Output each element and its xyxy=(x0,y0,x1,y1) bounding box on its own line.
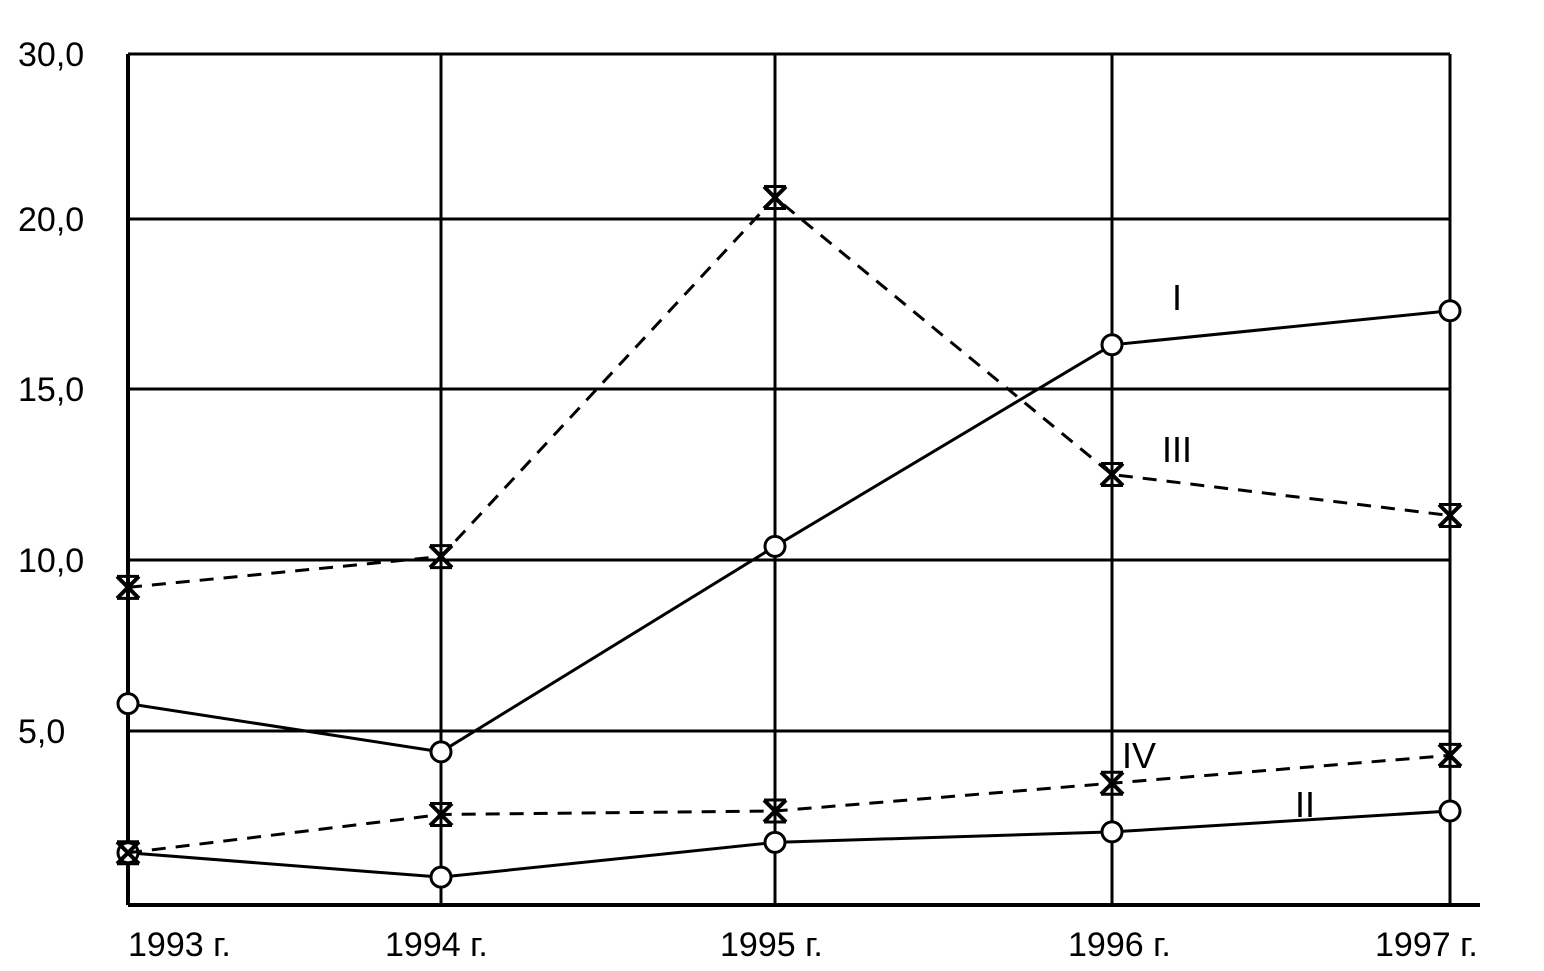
data-point-circle xyxy=(1100,820,1124,844)
data-point-x xyxy=(762,185,788,211)
chart-grid xyxy=(126,52,1480,907)
series-label-I: I xyxy=(1172,277,1182,318)
series-line xyxy=(127,195,1451,589)
x-tick-label: 1996 г. xyxy=(1068,926,1171,964)
y-tick-label: 30,0 xyxy=(18,36,84,74)
x-tick-label: 1997 г. xyxy=(1375,926,1478,964)
data-point-circle xyxy=(763,534,787,558)
data-point-x xyxy=(1099,462,1125,487)
data-point-circle xyxy=(429,740,453,764)
data-point-x xyxy=(762,798,788,824)
x-tick-label: 1995 г. xyxy=(720,926,823,964)
data-point-circle xyxy=(763,830,787,854)
series-line xyxy=(127,809,1451,879)
data-point-x xyxy=(1437,503,1463,529)
data-point-circle xyxy=(1438,299,1462,323)
data-point-x xyxy=(428,802,454,828)
data-point-x xyxy=(1099,770,1125,796)
x-tick-label: 1993 г. xyxy=(128,926,231,964)
series-II xyxy=(116,799,1462,889)
series-I xyxy=(116,299,1462,764)
data-point-x xyxy=(115,840,141,866)
series-IV xyxy=(115,742,1463,866)
series-III xyxy=(115,185,1463,600)
series-label-IV: IV xyxy=(1122,735,1156,776)
data-point-circle xyxy=(1438,799,1462,823)
data-point-circle xyxy=(116,692,140,716)
x-tick-label: 1994 г. xyxy=(385,926,488,964)
data-point-x xyxy=(115,574,141,600)
y-tick-label: 10,0 xyxy=(18,542,84,580)
data-point-circle xyxy=(429,865,453,889)
series-line xyxy=(127,753,1451,855)
series-label-III: III xyxy=(1162,429,1192,470)
series-line xyxy=(127,309,1451,754)
y-tick-label: 15,0 xyxy=(18,371,84,409)
data-point-circle xyxy=(1100,333,1124,357)
data-point-x xyxy=(1437,742,1463,768)
y-axis-ticks: 5,0 10,0 15,0 20,0 30,0 xyxy=(18,36,84,751)
y-tick-label: 5,0 xyxy=(18,713,65,751)
data-point-x xyxy=(428,544,454,570)
chart-series xyxy=(115,185,1463,889)
series-label-II: II xyxy=(1295,784,1315,825)
x-axis-ticks: 1993 г. 1994 г. 1995 г. 1996 г. 1997 г. xyxy=(128,926,1478,964)
y-tick-label: 20,0 xyxy=(18,201,84,239)
